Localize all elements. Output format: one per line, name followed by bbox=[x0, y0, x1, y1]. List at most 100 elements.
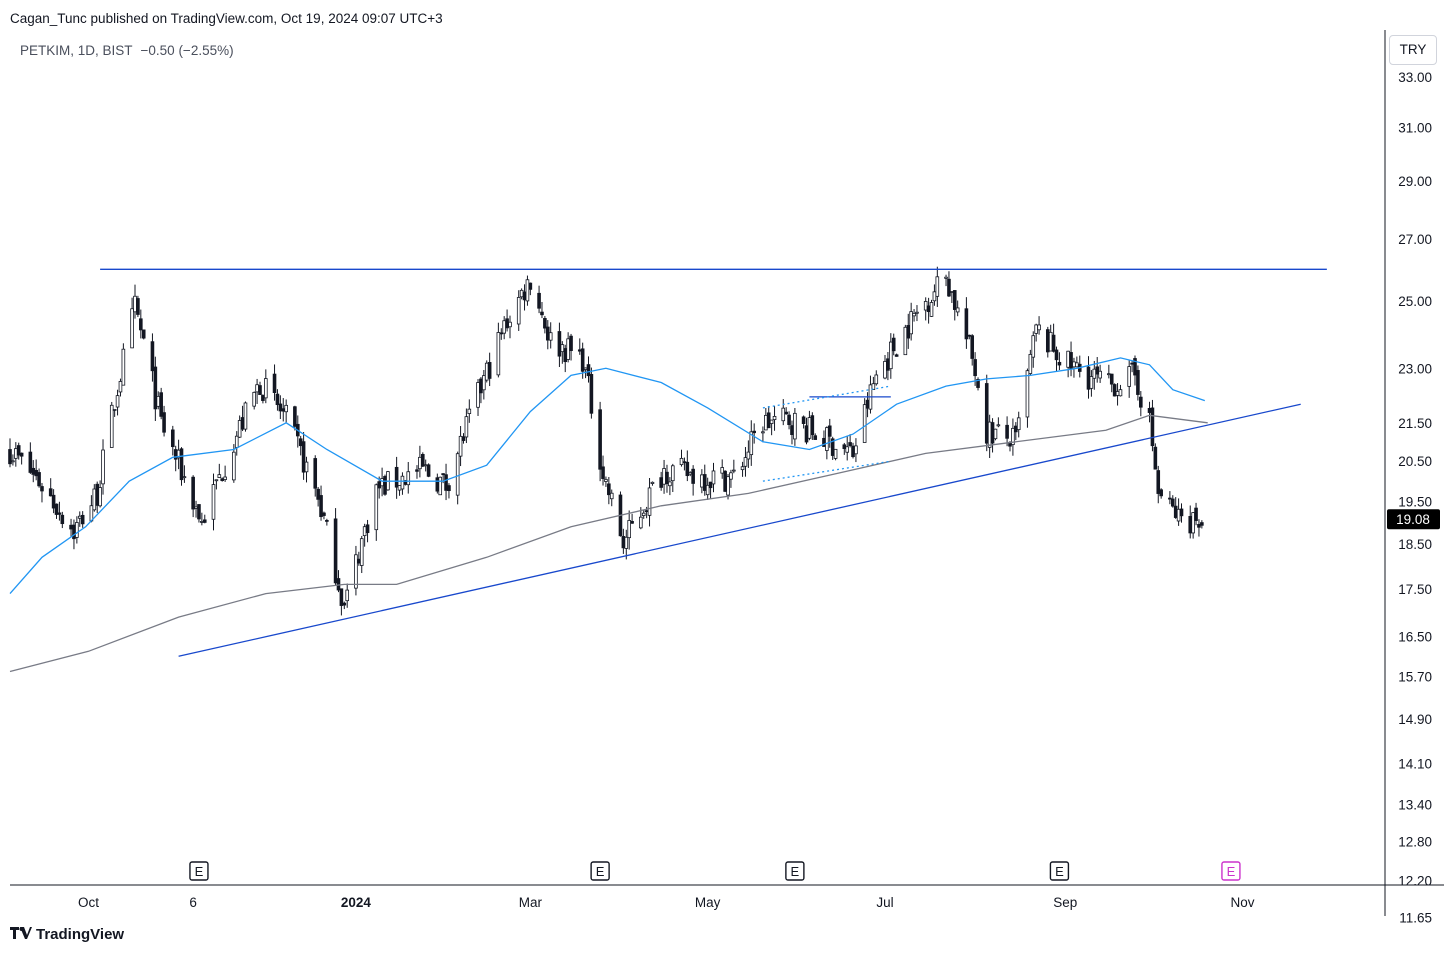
tradingview-branding[interactable]: TradingView bbox=[10, 926, 124, 943]
candle-up bbox=[345, 589, 350, 602]
candle-up bbox=[359, 538, 364, 566]
candle-down bbox=[220, 478, 225, 481]
candle-up bbox=[732, 469, 736, 472]
candle-down bbox=[51, 494, 56, 509]
candle-down bbox=[487, 362, 492, 379]
candle-up bbox=[700, 474, 704, 488]
candle-up bbox=[304, 461, 309, 473]
candle-down bbox=[505, 318, 509, 329]
candle-up bbox=[1107, 373, 1111, 376]
candle-up bbox=[711, 470, 716, 485]
candle-up bbox=[639, 516, 643, 529]
candle-down bbox=[601, 466, 605, 479]
candle-down bbox=[139, 318, 143, 331]
candle-down bbox=[708, 481, 713, 489]
candle-up bbox=[854, 445, 858, 455]
candle-down bbox=[141, 329, 146, 339]
candle-up bbox=[182, 476, 187, 479]
candle-up bbox=[121, 348, 126, 386]
candle-up bbox=[1048, 331, 1053, 352]
candle-up bbox=[156, 395, 161, 407]
earnings-marker[interactable]: E bbox=[189, 861, 209, 881]
candle-up bbox=[761, 431, 765, 434]
currency-button[interactable]: TRY bbox=[1389, 35, 1437, 65]
price-tick-label: 25.00 bbox=[1398, 294, 1432, 309]
time-tick-label: May bbox=[695, 895, 721, 910]
candle-down bbox=[1156, 470, 1161, 494]
candle-down bbox=[336, 578, 341, 591]
candle-down bbox=[415, 469, 419, 472]
candle-down bbox=[136, 298, 140, 315]
candle-up bbox=[525, 279, 530, 302]
candle-down bbox=[447, 485, 451, 492]
candle-down bbox=[1095, 366, 1100, 375]
candle-up bbox=[77, 515, 82, 519]
candle-down bbox=[16, 445, 21, 456]
candle-down bbox=[598, 409, 602, 470]
candle-down bbox=[162, 412, 166, 433]
candle-down bbox=[1159, 489, 1163, 497]
candle-up bbox=[883, 360, 887, 379]
price-axis[interactable]: 33.00 31.00 29.00 27.00 25.00 23.00 21.50 20.50… bbox=[1398, 70, 1432, 926]
candle-up bbox=[743, 457, 748, 467]
candle-up bbox=[14, 448, 18, 459]
candle-up bbox=[566, 338, 570, 360]
candle-up bbox=[200, 521, 204, 523]
candle-up bbox=[455, 453, 460, 496]
candle-up bbox=[874, 374, 879, 385]
candle-down bbox=[906, 325, 911, 339]
candle-up bbox=[418, 456, 422, 470]
earnings-marker[interactable]: E bbox=[1049, 861, 1070, 881]
candle-down bbox=[179, 448, 184, 481]
candle-up bbox=[115, 395, 120, 408]
candle-down bbox=[258, 385, 262, 395]
candle-up bbox=[889, 341, 893, 370]
time-tick-label: 6 bbox=[189, 895, 197, 910]
earnings-marker[interactable]: E bbox=[1221, 861, 1241, 881]
earnings-marker[interactable]: E bbox=[785, 861, 805, 881]
candle-up bbox=[705, 484, 710, 496]
candle-up bbox=[252, 391, 256, 407]
time-axis[interactable]: Oct 6 2024 Mar May Jul Sep Nov bbox=[78, 895, 1255, 910]
symbol-legend[interactable]: PETKIM, 1D, BIST −0.50 (−2.55%) bbox=[20, 43, 234, 58]
price-tick-label: 20.50 bbox=[1398, 454, 1432, 469]
candle-up bbox=[772, 416, 777, 421]
candle-down bbox=[191, 476, 195, 510]
candle-down bbox=[545, 326, 550, 341]
candle-up bbox=[400, 475, 405, 490]
candle-up bbox=[476, 382, 480, 408]
price-tick-label: 12.20 bbox=[1398, 873, 1432, 888]
time-tick-label: Mar bbox=[519, 895, 543, 910]
candle-down bbox=[813, 435, 818, 440]
candle-down bbox=[1168, 497, 1172, 500]
earnings-marker-label: E bbox=[1227, 864, 1236, 879]
candle-down bbox=[784, 411, 788, 415]
candle-down bbox=[894, 354, 899, 357]
candle-down bbox=[630, 521, 634, 524]
candle-down bbox=[1014, 425, 1018, 433]
price-tick-label: 31.00 bbox=[1398, 120, 1432, 135]
price-tick-label: 19.50 bbox=[1398, 495, 1432, 510]
candle-down bbox=[319, 495, 323, 518]
rising-trendline-line[interactable] bbox=[178, 403, 1301, 657]
candle-up bbox=[194, 506, 198, 509]
dotted-channel-bottom-line[interactable] bbox=[762, 460, 891, 482]
candle-down bbox=[644, 510, 649, 513]
candle-up bbox=[662, 468, 666, 485]
price-tick-label: 21.50 bbox=[1398, 416, 1432, 431]
candle-down bbox=[1139, 396, 1143, 408]
candle-down bbox=[557, 331, 562, 357]
candle-up bbox=[627, 520, 631, 539]
candle-up bbox=[1118, 389, 1123, 397]
candle-down bbox=[973, 359, 977, 377]
earnings-marker[interactable]: E bbox=[590, 861, 610, 881]
dotted-channel-top-line[interactable] bbox=[762, 385, 891, 409]
candle-up bbox=[944, 276, 948, 279]
candle-down bbox=[95, 483, 100, 506]
candle-down bbox=[964, 308, 969, 340]
candle-up bbox=[1072, 361, 1076, 368]
candle-down bbox=[1054, 349, 1059, 361]
candle-up bbox=[862, 404, 867, 443]
